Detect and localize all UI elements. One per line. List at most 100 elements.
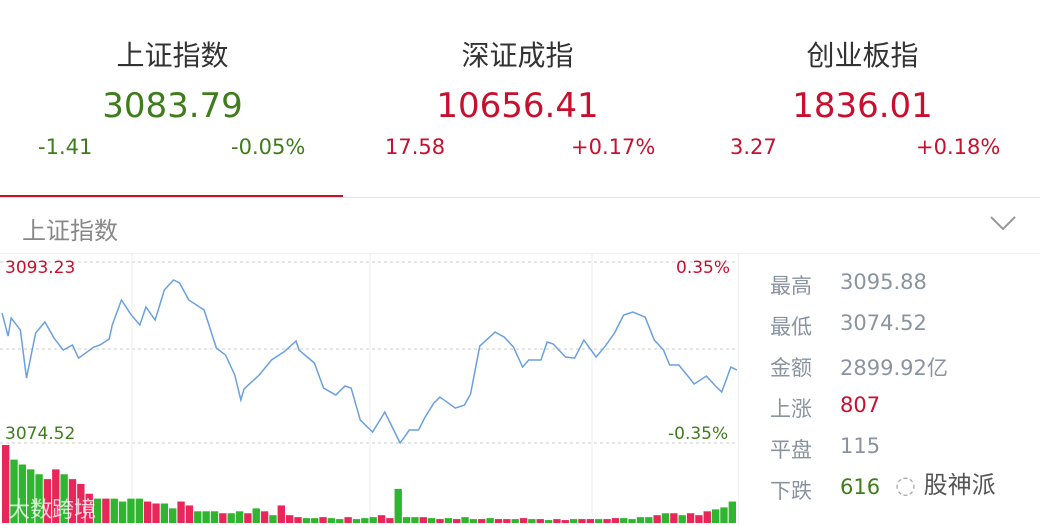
stat-label: 上涨	[770, 397, 812, 421]
stat-row: 下跌 616	[770, 475, 948, 516]
volume-bar	[720, 507, 728, 523]
watermark-logo: 大数跨境	[8, 498, 97, 523]
volume-bar	[18, 464, 27, 523]
volume-bar	[260, 511, 269, 523]
stat-value: 616	[840, 475, 881, 499]
volume-bar	[728, 501, 736, 523]
stat-row: 上涨 807	[770, 393, 948, 434]
index-card-shenzhen[interactable]: 深证成指 10656.41 17.58 +0.17%	[345, 0, 690, 196]
volume-bar	[711, 509, 720, 523]
volume-bar	[578, 519, 586, 523]
volume-bar	[152, 503, 160, 523]
volume-bar	[536, 519, 544, 523]
volume-bar	[661, 513, 670, 523]
stat-row: 最低 3074.52	[770, 311, 948, 352]
volume-bar	[60, 474, 68, 523]
index-pct: +0.18%	[916, 135, 1001, 159]
volume-bar	[327, 518, 336, 523]
volume-bar	[402, 517, 411, 523]
volume-bar	[486, 518, 494, 523]
volume-bar	[670, 513, 678, 523]
index-pct: -0.05%	[231, 135, 306, 159]
index-name: 上证指数	[116, 39, 229, 72]
volume-bar	[427, 518, 436, 523]
stat-row: 金额 2899.92亿	[770, 352, 948, 393]
section-title: 上证指数	[22, 217, 118, 245]
volume-bar	[595, 519, 603, 523]
divider	[738, 254, 739, 525]
watermark: ◌ 股神派	[895, 471, 996, 499]
volume-bar	[43, 479, 52, 523]
volume-bar	[344, 517, 352, 523]
volume-bar	[636, 517, 645, 523]
volume-bar	[143, 501, 152, 523]
volume-bar	[611, 518, 620, 523]
volume-bar	[528, 519, 536, 523]
volume-bar	[561, 520, 569, 523]
volume-bar	[127, 498, 135, 523]
volume-bar	[453, 519, 461, 523]
volume-bar	[35, 474, 43, 523]
price-line	[1, 279, 738, 445]
volume-bar	[52, 469, 60, 523]
stat-row: 平盘 115	[770, 434, 948, 475]
stat-label: 最低	[770, 315, 812, 339]
stat-label: 金额	[770, 356, 812, 380]
index-change: 3.27	[730, 135, 777, 159]
volume-bar	[695, 515, 703, 523]
index-card-chinext[interactable]: 创业板指 1836.01 3.27 +0.18%	[690, 0, 1035, 196]
stat-value: 3074.52	[840, 311, 927, 335]
volume-bar	[302, 518, 311, 523]
volume-bar	[227, 513, 235, 523]
volume-bar	[277, 505, 285, 523]
volume-bar	[210, 511, 219, 523]
volume-bar	[377, 515, 386, 523]
index-card-shanghai[interactable]: 上证指数 3083.79 -1.41 -0.05%	[0, 0, 345, 196]
volume-bar	[686, 513, 695, 523]
volume-bar	[511, 519, 519, 523]
volume-bar	[177, 501, 185, 523]
volume-bar	[135, 498, 143, 523]
volume-bar	[645, 517, 653, 523]
volume-bar	[678, 515, 686, 523]
stat-label: 最高	[770, 274, 812, 298]
pct-max-label: 0.35%	[676, 258, 731, 278]
volume-bar	[102, 498, 110, 523]
volume-bar	[185, 505, 194, 523]
volume-bar	[553, 519, 561, 523]
stat-value: 115	[840, 434, 881, 458]
volume-bar	[386, 518, 394, 523]
volume-bar	[194, 511, 202, 523]
volume-bar	[336, 519, 344, 523]
volume-bar	[118, 501, 127, 523]
volume-bar	[444, 518, 453, 523]
volume-bar	[361, 518, 369, 523]
index-price: 1836.01	[792, 86, 933, 126]
active-tab-indicator	[0, 195, 343, 197]
volume-bar	[411, 517, 419, 523]
stat-row: 最高 3095.88	[770, 270, 948, 311]
volume-bar	[569, 519, 578, 523]
stat-label: 平盘	[770, 438, 812, 462]
index-name: 创业板指	[806, 39, 919, 72]
divider	[0, 197, 1040, 198]
volume-bar	[27, 469, 35, 523]
volume-bar	[352, 519, 361, 523]
pct-min-label: -0.35%	[668, 424, 729, 444]
volume-bar	[285, 515, 294, 523]
divider	[0, 253, 1040, 254]
chevron-down-icon[interactable]	[990, 214, 1016, 232]
volume-bar	[202, 511, 210, 523]
volume-bar	[620, 518, 628, 523]
volume-bar	[85, 493, 93, 523]
index-change: -1.41	[38, 135, 93, 159]
volume-bar	[603, 519, 611, 523]
stat-value: 807	[840, 393, 881, 417]
volume-bar	[653, 515, 661, 523]
volume-bar	[110, 498, 118, 523]
volume-bar	[703, 511, 711, 523]
volume-bar	[494, 519, 503, 523]
volume-bar	[235, 511, 244, 523]
volume-bar	[68, 479, 77, 523]
volume-bar	[628, 519, 636, 523]
